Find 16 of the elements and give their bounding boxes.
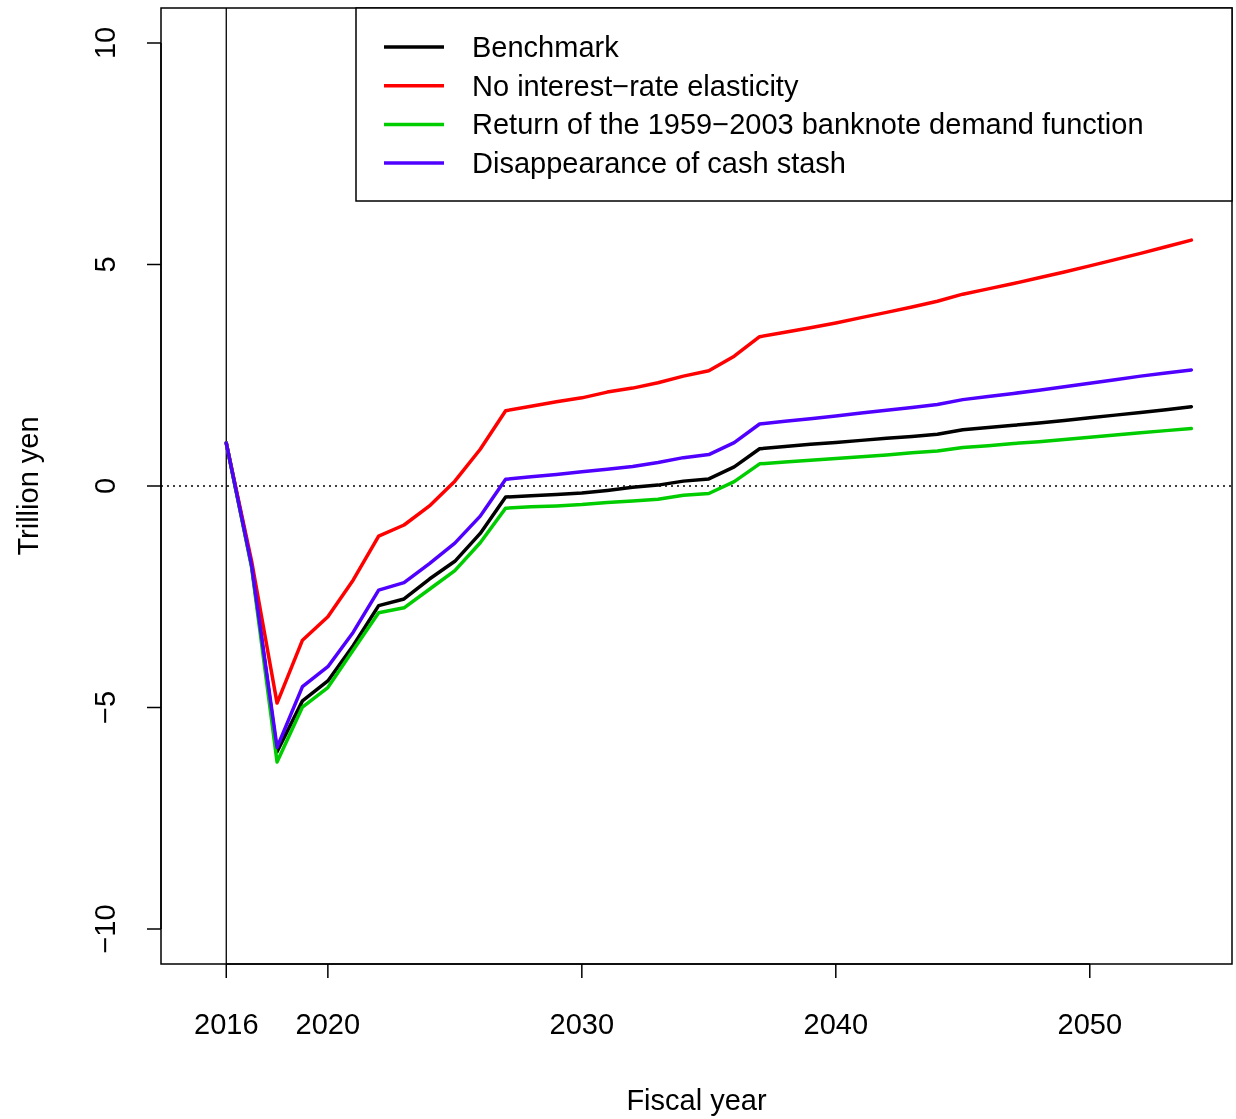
legend-label: Return of the 1959−2003 banknote demand function [472,108,1144,141]
y-tick-label: −5 [89,690,121,725]
x-tick-label: 2040 [803,1008,869,1040]
x-tick-label: 2020 [295,1008,361,1040]
legend-label: No interest−rate elasticity [472,69,799,102]
x-tick-label: 2050 [1057,1008,1123,1040]
y-tick-label: −10 [89,904,121,954]
y-tick-label: 10 [89,26,121,60]
x-axis-title: Fiscal year [626,1084,767,1116]
legend-label: Benchmark [472,31,620,63]
x-tick-label: 2016 [194,1008,259,1040]
x-tick-label: 2030 [549,1008,615,1040]
y-tick-label: 0 [89,477,121,495]
y-tick-label: 5 [89,256,121,273]
y-axis-title: Trillion yen [12,416,44,556]
legend-label: Disappearance of cash stash [472,147,846,180]
